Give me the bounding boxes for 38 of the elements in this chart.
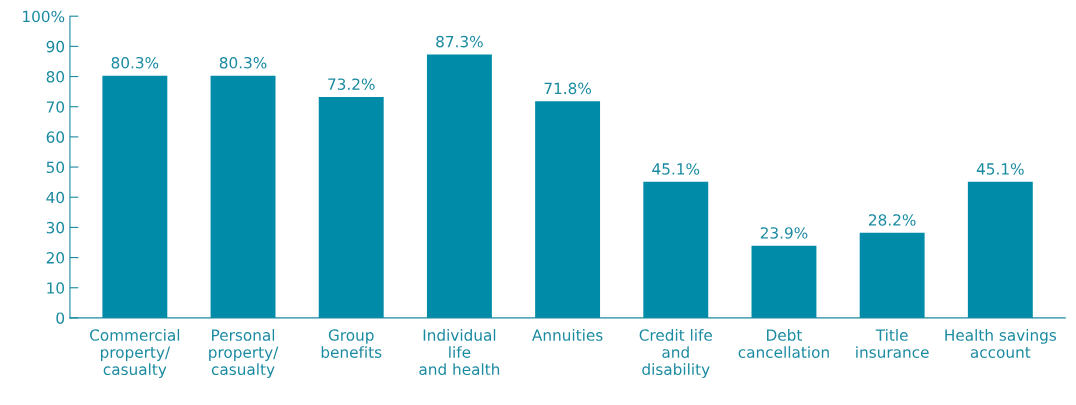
y-tick-label: 100%: [23, 10, 65, 23]
data-label: 80.3%: [219, 56, 267, 69]
bar: [102, 75, 168, 318]
x-tick-label: Credit life and disability: [639, 329, 712, 379]
data-label: 73.2%: [328, 78, 375, 90]
bar: [318, 97, 384, 318]
x-tick-label: Commercial property/ casualty: [90, 329, 180, 379]
y-tick-label: 90: [46, 40, 65, 53]
x-tick-label: Group benefits: [321, 329, 382, 358]
data-label: 45.1%: [976, 163, 1024, 175]
y-tick-label: 20: [46, 252, 65, 264]
data-label: 80.3%: [111, 56, 159, 69]
x-tick-label: Individual life and health: [419, 329, 500, 376]
bar: [751, 245, 817, 318]
y-tick-label: 60: [46, 131, 65, 143]
x-tick-label: Title insurance: [856, 329, 929, 358]
bar: [426, 54, 492, 318]
data-label: 45.1%: [652, 163, 700, 175]
y-tick-label: 30: [46, 221, 65, 234]
bar: [967, 181, 1033, 318]
bar: [535, 101, 601, 318]
x-tick-label: Debt cancellation: [738, 329, 829, 358]
x-tick-label: Personal property/ casualty: [209, 329, 279, 379]
bar: [210, 75, 276, 318]
data-label: 28.2%: [869, 214, 916, 226]
bar: [643, 181, 709, 318]
y-tick-label: 70: [46, 101, 65, 113]
data-label: 71.8%: [544, 82, 592, 95]
bar: [859, 232, 925, 318]
y-tick-label: 0: [56, 312, 65, 324]
y-tick-label: 10: [47, 282, 65, 294]
y-tick-label: 40: [46, 191, 65, 204]
x-tick-label: Health savings account: [945, 329, 1057, 358]
data-label: 87.3%: [436, 35, 483, 48]
y-tick-label: 80: [46, 71, 65, 83]
y-tick-label: 50: [46, 161, 65, 174]
x-tick-label: Annuities: [532, 329, 603, 341]
data-label: 23.9%: [760, 227, 808, 239]
